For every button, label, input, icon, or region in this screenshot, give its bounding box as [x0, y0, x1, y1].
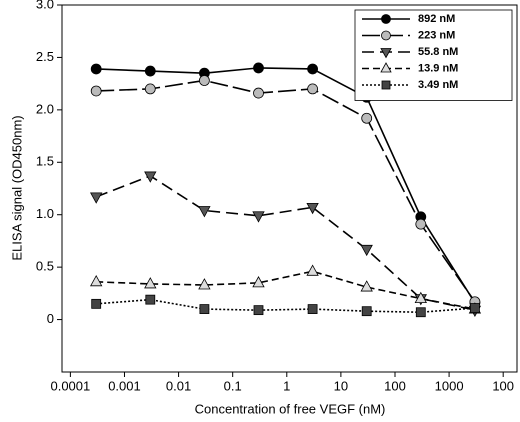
marker — [90, 192, 103, 204]
y-tick-label: 2.5 — [36, 49, 54, 64]
x-tick-label: 100 — [384, 378, 406, 393]
series-line — [96, 79, 476, 303]
x-tick-label: 0.001 — [108, 378, 141, 393]
y-tick-label: 1.0 — [36, 206, 54, 221]
marker — [307, 83, 318, 95]
marker — [144, 65, 156, 77]
x-tick-label: 1 — [283, 378, 290, 393]
marker — [253, 305, 264, 316]
marker — [90, 274, 103, 287]
y-axis-label: ELISA signal (OD450nm) — [9, 115, 24, 260]
x-tick-label: 0.0001 — [50, 378, 90, 393]
marker — [360, 244, 373, 257]
legend-box — [354, 9, 513, 101]
marker — [307, 63, 318, 75]
legend-label: 3.49 nM — [418, 79, 458, 91]
y-tick-label: 1.5 — [36, 154, 54, 169]
marker — [361, 112, 373, 124]
plot-frame — [61, 4, 518, 373]
marker — [91, 298, 102, 309]
legend-label: 13.9 nM — [418, 62, 458, 74]
marker — [307, 304, 318, 314]
legend-label: 55.8 nM — [418, 46, 458, 58]
marker — [380, 62, 392, 73]
marker — [252, 211, 265, 223]
legend-label: 892 nM — [418, 13, 455, 25]
marker — [144, 171, 157, 183]
marker — [361, 306, 372, 317]
series-line — [96, 270, 476, 310]
marker — [360, 280, 373, 292]
marker — [198, 278, 211, 290]
marker — [145, 294, 156, 305]
marker — [415, 218, 427, 230]
marker — [253, 62, 264, 74]
marker — [381, 80, 391, 90]
marker — [381, 30, 391, 41]
marker — [90, 63, 102, 75]
marker — [414, 291, 427, 303]
x-tick-label: 1000 — [435, 378, 464, 393]
series-line — [95, 175, 476, 311]
x-tick-label: 10 — [334, 378, 348, 393]
marker — [381, 14, 391, 24]
series-line — [96, 298, 475, 314]
marker — [198, 206, 211, 218]
marker — [380, 48, 392, 59]
y-tick-label: 0 — [47, 311, 54, 326]
marker — [198, 75, 210, 86]
marker — [470, 303, 480, 313]
x-tick-label: 0.1 — [224, 378, 242, 393]
marker — [253, 87, 264, 99]
y-tick-label: 3.0 — [36, 0, 54, 11]
marker — [144, 83, 156, 95]
x-tick-label: 100 — [492, 378, 514, 393]
series-line — [96, 67, 476, 304]
marker — [306, 202, 319, 215]
x-axis-label: Concentration of free VEGF (nM) — [195, 401, 386, 416]
legend-label: 223 nM — [418, 29, 455, 41]
marker — [306, 264, 319, 276]
marker — [144, 277, 157, 289]
x-tick-label: 0.01 — [166, 378, 191, 393]
marker — [199, 304, 210, 314]
marker — [415, 307, 426, 318]
marker — [252, 276, 265, 288]
marker — [90, 85, 102, 97]
y-tick-label: 0.5 — [36, 259, 54, 274]
y-tick-label: 2.0 — [36, 101, 54, 116]
